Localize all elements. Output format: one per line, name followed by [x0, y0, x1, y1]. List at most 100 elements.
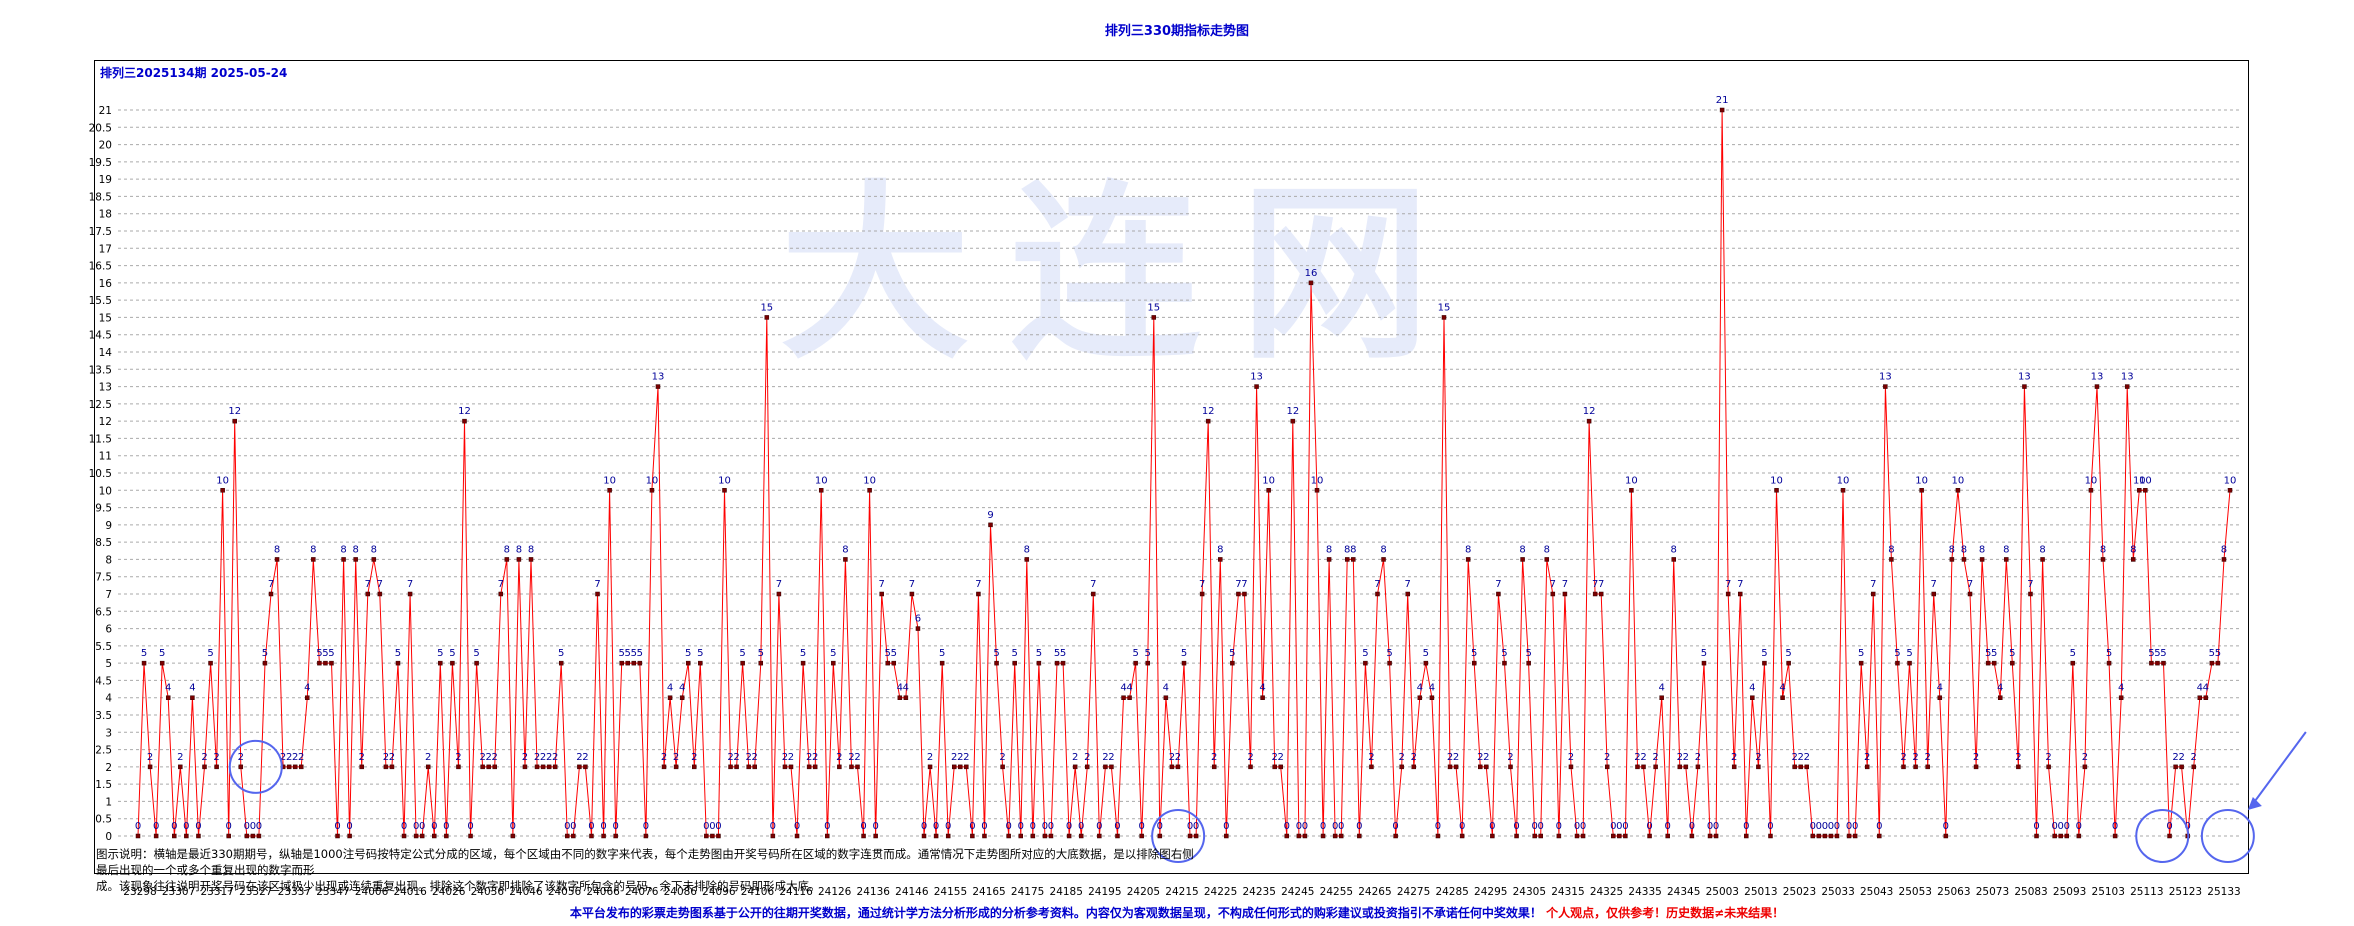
data-point — [794, 833, 800, 839]
data-point — [885, 660, 890, 666]
data-label: 10 — [2139, 475, 2152, 486]
data-label: 0 — [1580, 821, 1586, 832]
y-tick-label: 6.5 — [95, 606, 112, 618]
data-label: 2 — [1604, 752, 1610, 763]
data-point — [716, 833, 721, 839]
data-point — [1441, 315, 1447, 320]
data-label: 7 — [1967, 579, 1973, 590]
data-point — [196, 833, 201, 839]
data-label: 4 — [1779, 683, 1785, 694]
data-point — [722, 488, 727, 493]
data-point — [401, 833, 407, 839]
x-tick-label: 24225 — [1204, 886, 1237, 898]
data-label: 2 — [2045, 752, 2051, 763]
data-point — [1871, 591, 1876, 597]
x-tick-label: 23337 — [278, 886, 311, 898]
data-label: 0 — [1876, 821, 1882, 832]
y-tick-label: 1.5 — [95, 779, 112, 791]
data-label: 2 — [1804, 752, 1810, 763]
x-tick-label: 25103 — [2092, 886, 2125, 898]
data-label: 7 — [594, 579, 600, 590]
data-point — [2100, 557, 2106, 562]
x-tick-label: 24345 — [1667, 886, 1700, 898]
data-label: 0 — [334, 821, 340, 832]
x-tick-label: 24106 — [741, 886, 775, 898]
data-label: 7 — [1090, 579, 1096, 590]
data-label: 5 — [558, 648, 564, 659]
data-label: 0 — [1302, 821, 1308, 832]
data-point — [474, 660, 479, 666]
data-point — [1623, 833, 1628, 839]
data-label: 2 — [147, 752, 153, 763]
data-label: 13 — [2121, 372, 2134, 383]
y-tick-label: 10.5 — [89, 468, 112, 480]
data-label: 5 — [637, 648, 643, 659]
data-point — [1937, 695, 1943, 700]
data-point — [1786, 660, 1791, 666]
data-label: 8 — [2100, 544, 2106, 555]
data-point — [486, 764, 491, 770]
data-point — [2028, 591, 2033, 597]
data-point — [522, 764, 528, 770]
data-label: 2 — [1368, 752, 1374, 763]
data-label: 2 — [485, 752, 491, 763]
data-point — [1919, 488, 1924, 493]
x-tick-label: 24325 — [1590, 886, 1623, 898]
data-label: 2 — [733, 752, 739, 763]
x-tick-label: 25063 — [1937, 886, 1970, 898]
data-label: 10 — [1837, 475, 1850, 486]
data-label: 2 — [1169, 752, 1175, 763]
data-label: 8 — [528, 544, 534, 555]
data-label: 8 — [504, 544, 510, 555]
y-tick-label: 2.5 — [95, 745, 112, 757]
data-label: 0 — [2184, 821, 2190, 832]
data-label: 2 — [1211, 752, 1217, 763]
data-label: 5 — [437, 648, 443, 659]
data-label: 5 — [1060, 648, 1066, 659]
data-point — [2215, 660, 2221, 666]
data-point — [1478, 764, 1483, 770]
data-label: 0 — [981, 821, 987, 832]
y-tick-label: 0.5 — [95, 814, 112, 826]
data-label: 2 — [201, 752, 207, 763]
data-point — [1997, 695, 2003, 700]
data-point — [1296, 833, 1302, 839]
data-point — [1895, 660, 1900, 666]
data-label: 7 — [1199, 579, 1205, 590]
data-label: 0 — [1622, 821, 1628, 832]
data-point — [2034, 833, 2039, 839]
data-point — [359, 764, 364, 770]
data-label: 0 — [2058, 821, 2064, 832]
data-point — [2179, 764, 2184, 770]
data-label: 10 — [1915, 475, 1928, 486]
data-point — [740, 660, 745, 666]
data-point — [951, 764, 957, 770]
data-label: 5 — [1132, 648, 1138, 659]
data-point — [1792, 764, 1797, 770]
data-point — [631, 660, 637, 666]
data-label: 5 — [1181, 648, 1187, 659]
data-label: 2 — [727, 752, 733, 763]
data-point — [2094, 384, 2100, 389]
y-tick-label: 5.5 — [95, 641, 112, 653]
data-point — [2227, 488, 2233, 493]
data-label: 5 — [619, 648, 625, 659]
data-point — [873, 833, 878, 839]
data-point — [1774, 488, 1779, 493]
data-point — [818, 488, 824, 493]
data-label: 2 — [534, 752, 540, 763]
data-label: 2 — [540, 752, 546, 763]
data-point — [1471, 660, 1477, 666]
y-tick-label: 15 — [99, 312, 112, 324]
data-point — [238, 764, 244, 770]
description-line-1: 图示说明：横轴是最近330期期号，纵轴是1000注号码按特定公式分成的区域，每个… — [96, 847, 1194, 877]
y-tick-label: 19.5 — [89, 157, 112, 169]
data-point — [1338, 833, 1344, 839]
data-label: 2 — [359, 752, 365, 763]
data-point — [2149, 660, 2154, 666]
data-point — [1453, 764, 1459, 770]
x-tick-label: 25043 — [1860, 886, 1893, 898]
data-label: 8 — [2221, 544, 2227, 555]
data-label: 8 — [1888, 544, 1894, 555]
data-point — [982, 833, 987, 839]
